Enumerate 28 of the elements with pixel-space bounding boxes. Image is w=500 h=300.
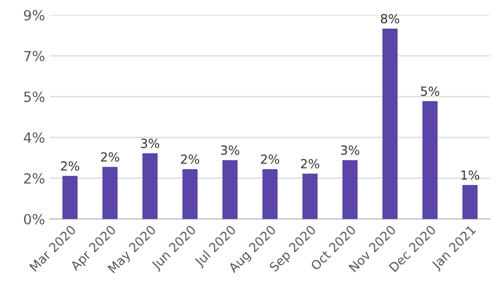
y-tick-label: 2% bbox=[24, 173, 44, 184]
y-tick-label: 5% bbox=[24, 92, 44, 102]
bar bbox=[182, 169, 198, 219]
data-label: 3% bbox=[341, 145, 360, 155]
bar bbox=[302, 174, 318, 219]
bar bbox=[222, 160, 238, 219]
data-label: 2% bbox=[301, 159, 320, 168]
data-label: 5% bbox=[421, 86, 440, 96]
data-label: 1% bbox=[461, 170, 480, 180]
y-tick-label: 9% bbox=[24, 10, 44, 20]
data-label: 3% bbox=[141, 138, 160, 148]
bar bbox=[262, 169, 278, 219]
data-label: 8% bbox=[380, 14, 400, 24]
data-label: 3% bbox=[221, 145, 240, 155]
bar bbox=[462, 185, 478, 219]
bar bbox=[342, 160, 358, 219]
y-tick-label: 0% bbox=[24, 214, 44, 224]
bar bbox=[422, 101, 438, 219]
data-label: 2% bbox=[101, 152, 120, 162]
data-label: 2% bbox=[61, 161, 80, 171]
y-tick-label: 4% bbox=[24, 132, 44, 143]
y-tick-label: 7% bbox=[24, 50, 44, 62]
data-label: 2% bbox=[261, 154, 280, 164]
bar bbox=[382, 28, 398, 219]
data-label: 2% bbox=[181, 154, 200, 164]
bar bbox=[102, 166, 118, 219]
bar bbox=[142, 153, 158, 219]
bar bbox=[62, 176, 78, 219]
